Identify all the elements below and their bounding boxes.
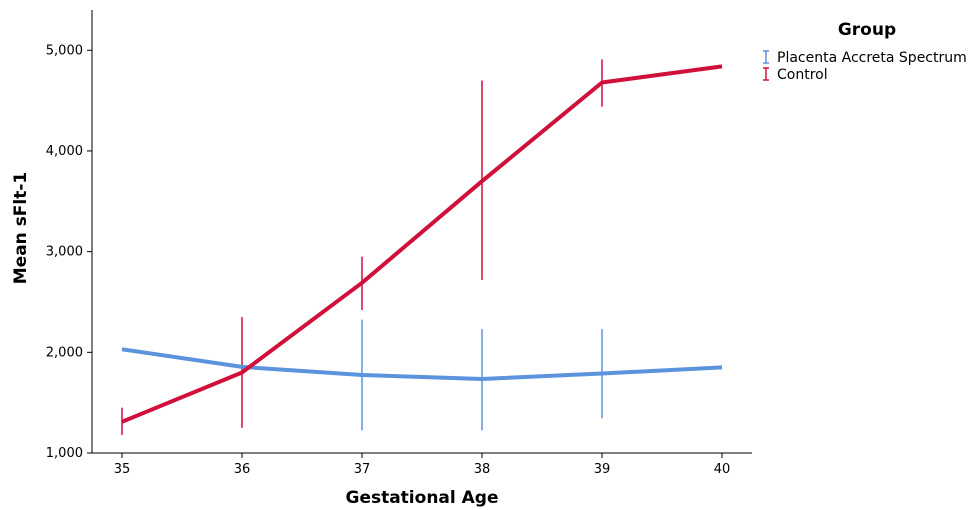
y-tick-label: 5,000 bbox=[46, 43, 83, 58]
legend-label: Control bbox=[777, 67, 828, 83]
x-tick-label: 35 bbox=[114, 462, 131, 477]
series-line bbox=[121, 347, 723, 381]
x-tick-label: 37 bbox=[354, 462, 371, 477]
legend-title: Group bbox=[838, 20, 896, 40]
y-tick-label: 1,000 bbox=[46, 446, 83, 461]
series-line bbox=[121, 64, 723, 424]
x-tick-label: 39 bbox=[594, 462, 611, 477]
x-tick-label: 40 bbox=[714, 462, 731, 477]
axes bbox=[87, 10, 752, 458]
y-tick-label: 3,000 bbox=[46, 245, 83, 260]
x-tick-label: 38 bbox=[474, 462, 491, 477]
series-lines bbox=[121, 64, 723, 424]
y-axis-title: Mean sFlt-1 bbox=[11, 172, 31, 285]
legend-item: Control bbox=[763, 67, 828, 83]
x-axis-title: Gestational Age bbox=[345, 488, 498, 508]
legend-item: Placenta Accreta Spectrum bbox=[763, 50, 967, 66]
y-tick-label: 2,000 bbox=[46, 345, 83, 360]
y-tick-label: 4,000 bbox=[46, 144, 83, 159]
legend-label: Placenta Accreta Spectrum bbox=[777, 50, 967, 66]
x-tick-label: 36 bbox=[234, 462, 251, 477]
tick-labels: 1,000 2,000 3,000 4,000 5,000 35 36 37 38 39 40 bbox=[46, 43, 730, 477]
